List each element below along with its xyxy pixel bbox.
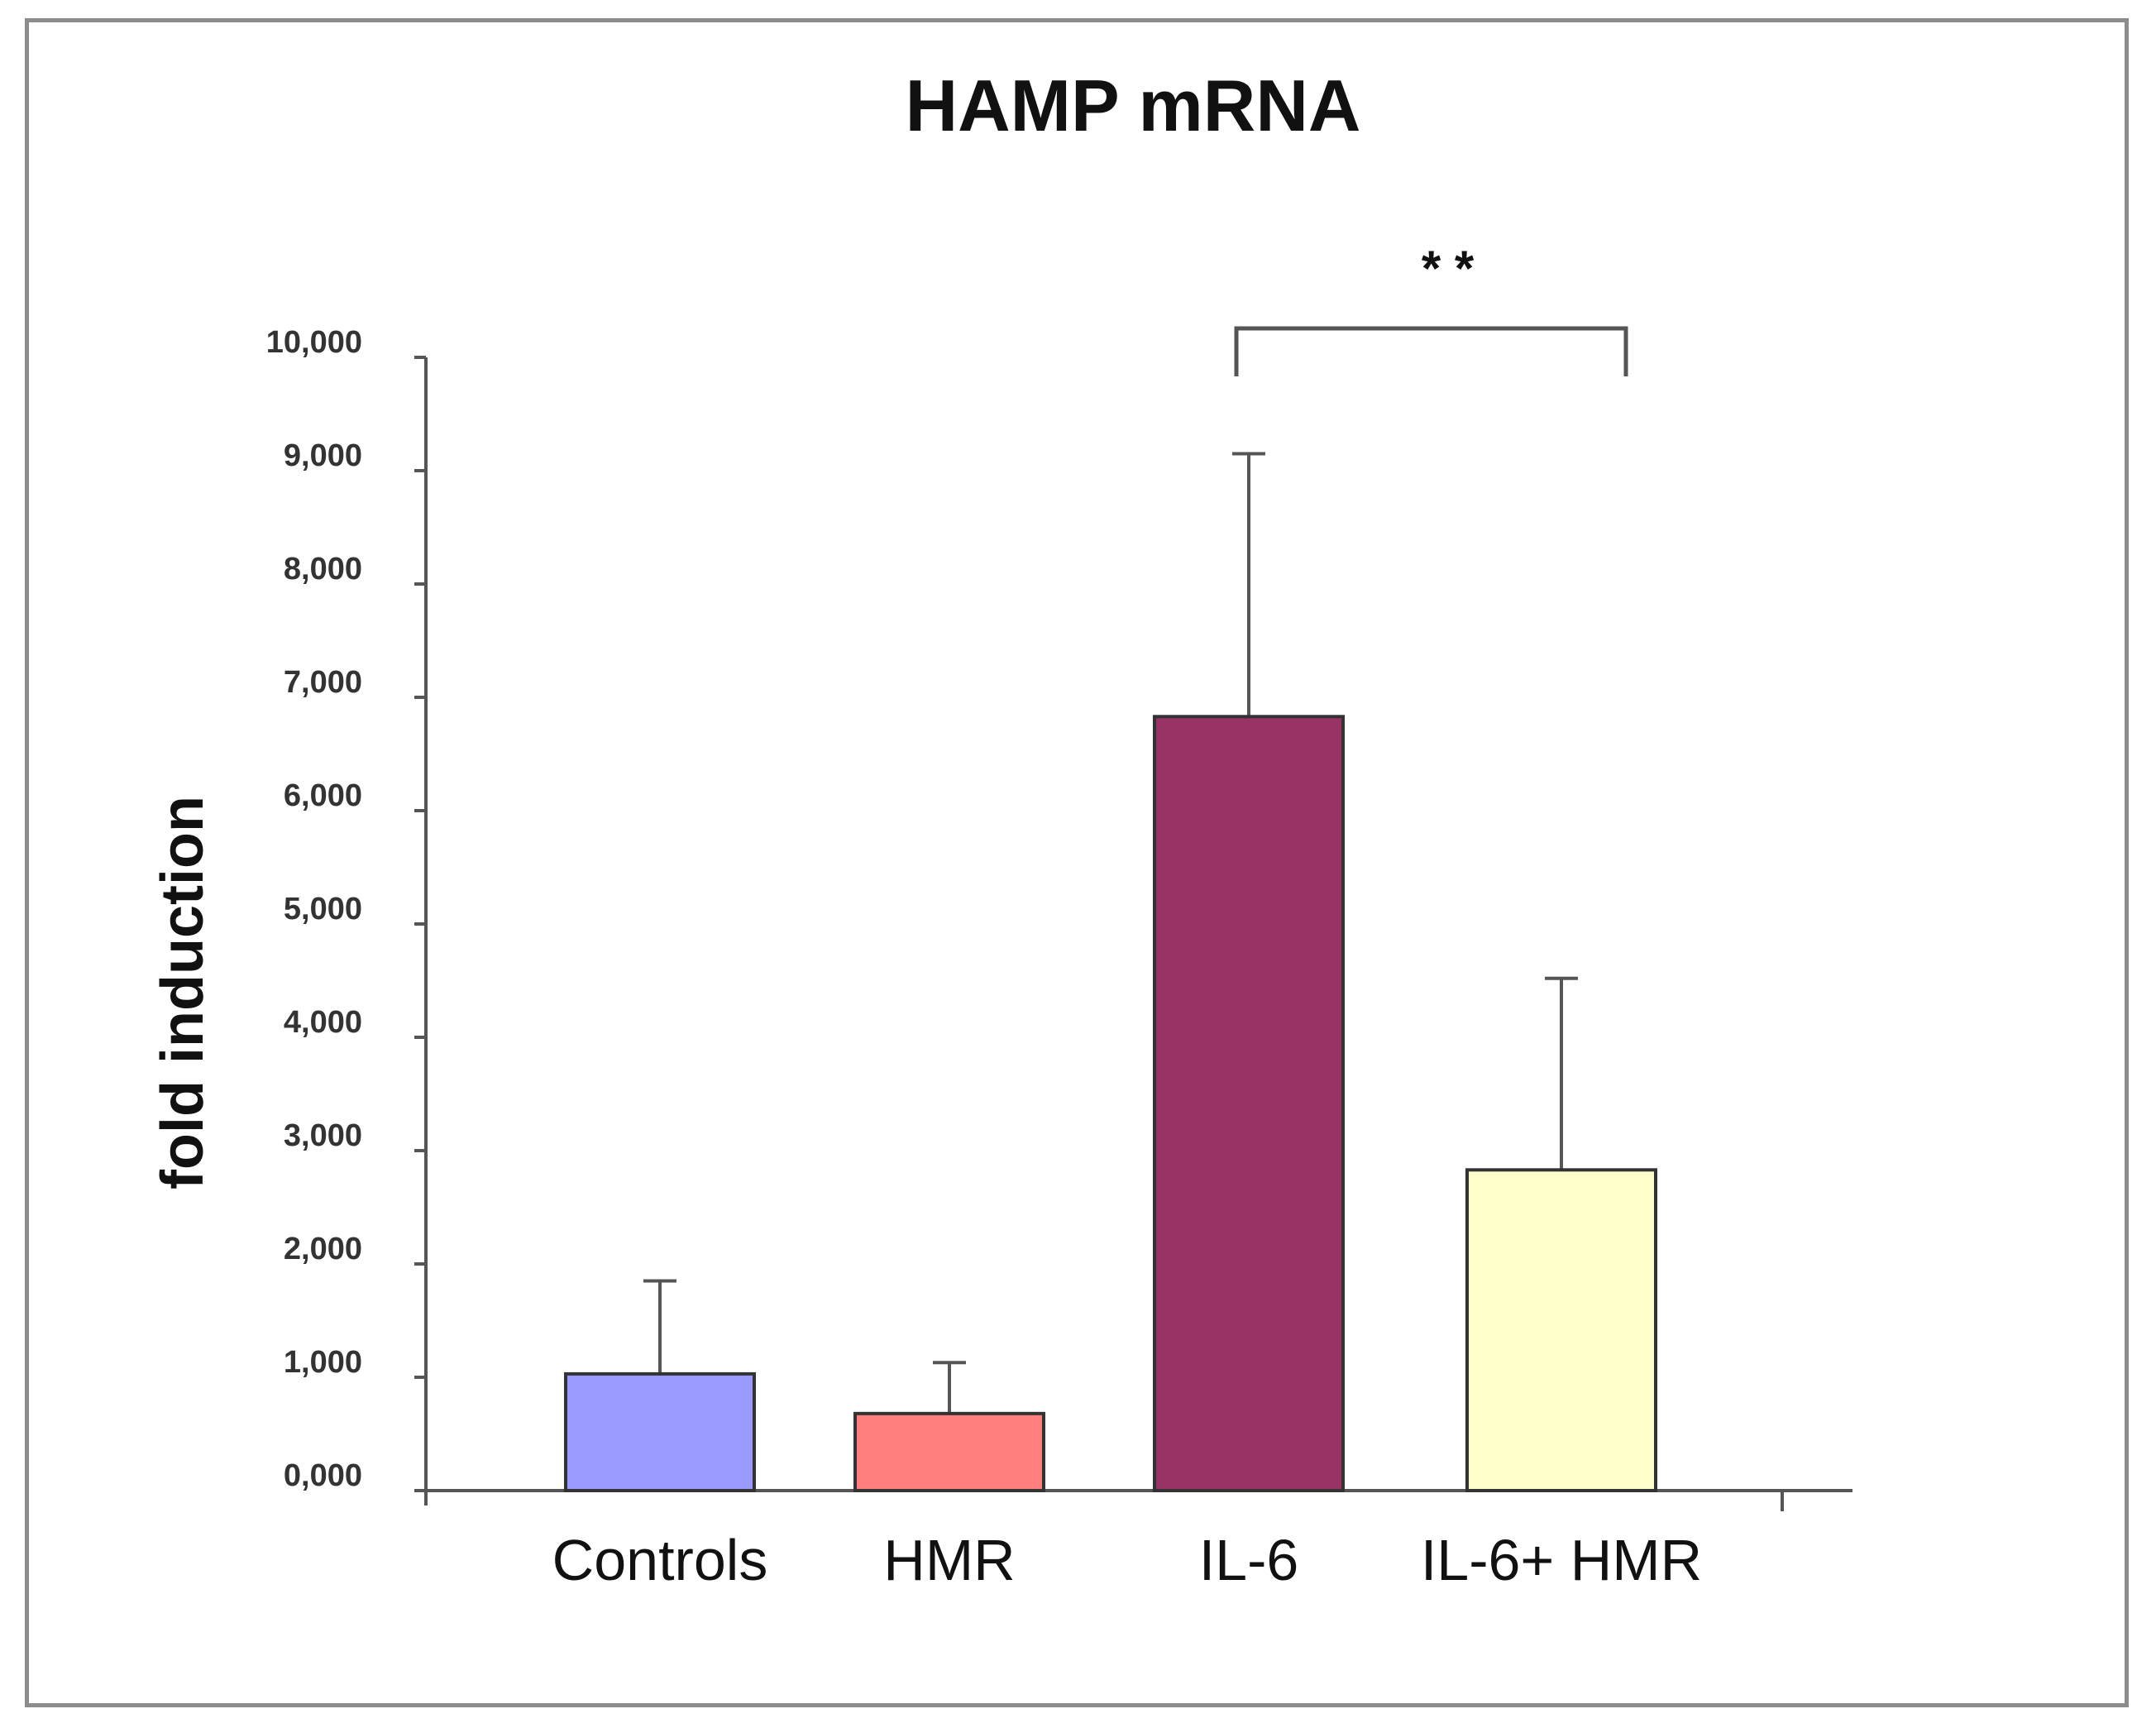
bar-il-6-hmr: [1465, 1168, 1657, 1493]
x-tick-label: Controls: [552, 1528, 768, 1592]
bar-il-6: [1153, 715, 1345, 1492]
y-tick-label: 7,000: [284, 665, 362, 700]
y-axis-label: fold induction: [150, 796, 216, 1189]
chart-frame: [25, 18, 2129, 1707]
y-tick-label: 8,000: [284, 552, 362, 586]
bar-hmr: [853, 1411, 1045, 1492]
y-tick-label: 6,000: [284, 778, 362, 813]
y-tick-label: 3,000: [284, 1118, 362, 1153]
x-tick-label: HMR: [883, 1528, 1015, 1592]
x-tick-label: IL-6+ HMR: [1421, 1528, 1702, 1592]
chart-title: HAMP mRNA: [906, 65, 1361, 146]
bar-controls: [564, 1371, 756, 1493]
y-tick-label: 2,000: [284, 1232, 362, 1266]
x-tick-label: IL-6: [1199, 1528, 1299, 1592]
significance-label: * *: [1422, 241, 1475, 296]
y-tick-label: 5,000: [284, 892, 362, 926]
y-tick-label: 10,000: [266, 325, 362, 360]
y-tick-label: 1,000: [284, 1345, 362, 1380]
plot-area: 0,000 1,000 2,000 3,000 4,000 5,000 6,000 7,000…: [266, 241, 1852, 1592]
y-tick-label: 9,000: [284, 438, 362, 473]
y-tick-label: 0,000: [284, 1458, 362, 1493]
significance-bracket: [1234, 326, 1628, 376]
y-tick-label: 4,000: [284, 1005, 362, 1040]
